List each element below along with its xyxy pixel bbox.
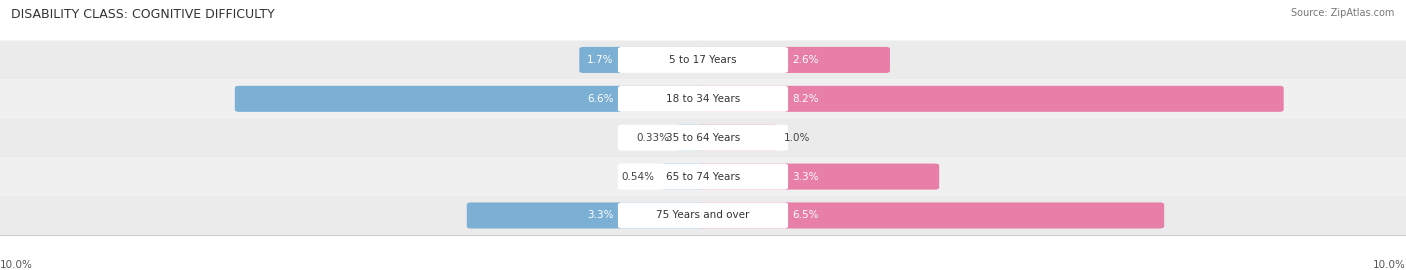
Text: 3.3%: 3.3% bbox=[793, 171, 818, 182]
Text: 18 to 34 Years: 18 to 34 Years bbox=[666, 94, 740, 104]
FancyBboxPatch shape bbox=[661, 164, 707, 190]
Text: 2.6%: 2.6% bbox=[793, 55, 818, 65]
Text: Source: ZipAtlas.com: Source: ZipAtlas.com bbox=[1291, 8, 1395, 18]
Text: 6.6%: 6.6% bbox=[588, 94, 614, 104]
FancyBboxPatch shape bbox=[467, 202, 707, 228]
FancyBboxPatch shape bbox=[699, 47, 890, 73]
FancyBboxPatch shape bbox=[699, 202, 1164, 228]
FancyBboxPatch shape bbox=[0, 118, 1406, 157]
FancyBboxPatch shape bbox=[699, 164, 939, 190]
Text: 1.0%: 1.0% bbox=[785, 133, 810, 143]
FancyBboxPatch shape bbox=[619, 86, 787, 112]
FancyBboxPatch shape bbox=[699, 125, 778, 151]
Text: 10.0%: 10.0% bbox=[1374, 260, 1406, 270]
Text: 1.7%: 1.7% bbox=[588, 55, 614, 65]
Text: 8.2%: 8.2% bbox=[793, 94, 818, 104]
Text: 75 Years and over: 75 Years and over bbox=[657, 210, 749, 221]
FancyBboxPatch shape bbox=[0, 40, 1406, 79]
FancyBboxPatch shape bbox=[619, 164, 787, 190]
Text: 3.3%: 3.3% bbox=[588, 210, 614, 221]
FancyBboxPatch shape bbox=[0, 196, 1406, 235]
Text: 6.5%: 6.5% bbox=[793, 210, 818, 221]
FancyBboxPatch shape bbox=[699, 86, 1284, 112]
Text: 5 to 17 Years: 5 to 17 Years bbox=[669, 55, 737, 65]
Text: 10.0%: 10.0% bbox=[0, 260, 32, 270]
Text: 35 to 64 Years: 35 to 64 Years bbox=[666, 133, 740, 143]
Text: 0.33%: 0.33% bbox=[637, 133, 669, 143]
FancyBboxPatch shape bbox=[619, 47, 787, 73]
Text: 65 to 74 Years: 65 to 74 Years bbox=[666, 171, 740, 182]
Text: 0.54%: 0.54% bbox=[621, 171, 654, 182]
FancyBboxPatch shape bbox=[675, 125, 707, 151]
FancyBboxPatch shape bbox=[619, 125, 787, 151]
FancyBboxPatch shape bbox=[579, 47, 707, 73]
FancyBboxPatch shape bbox=[0, 157, 1406, 196]
Text: DISABILITY CLASS: COGNITIVE DIFFICULTY: DISABILITY CLASS: COGNITIVE DIFFICULTY bbox=[11, 8, 276, 21]
FancyBboxPatch shape bbox=[0, 79, 1406, 118]
FancyBboxPatch shape bbox=[235, 86, 707, 112]
FancyBboxPatch shape bbox=[619, 202, 787, 228]
